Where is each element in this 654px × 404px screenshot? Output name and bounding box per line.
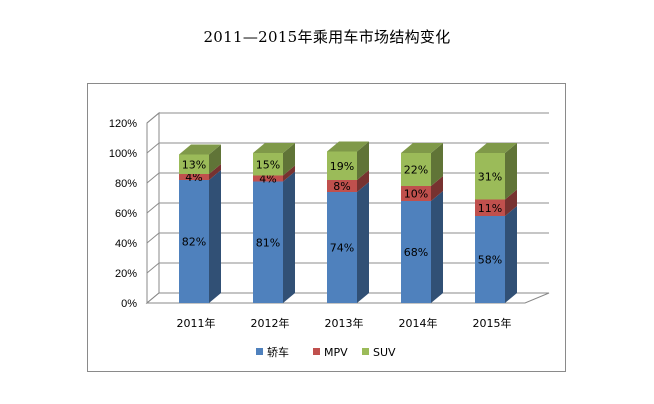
y-tick-label: 80% — [115, 178, 137, 190]
bar-side — [357, 170, 369, 192]
data-label: 58% — [478, 254, 502, 267]
legend-swatch — [256, 348, 263, 355]
bar-side — [505, 206, 517, 303]
data-label: 11% — [478, 202, 502, 215]
bar-segment — [327, 151, 357, 180]
bar-side — [357, 141, 369, 180]
x-tick-label: 2015年 — [473, 316, 512, 330]
bar-side — [357, 182, 369, 303]
legend-label: MPV — [324, 346, 348, 359]
x-tick-label: 2011年 — [177, 316, 216, 330]
bar-top — [401, 143, 443, 153]
bar-segment — [401, 153, 431, 186]
bar-side — [505, 189, 517, 216]
bar-segment — [179, 154, 209, 174]
data-label: 82% — [182, 236, 206, 249]
bar-segment — [253, 153, 283, 176]
bar-segment — [475, 216, 505, 303]
bar-segment — [327, 192, 357, 303]
bar-top — [327, 141, 369, 152]
bar-side — [283, 143, 295, 176]
bar-segment — [179, 180, 209, 303]
legend-swatch — [362, 348, 369, 355]
bar-segment — [475, 153, 505, 200]
bar-side — [283, 171, 295, 303]
data-label: 13% — [182, 158, 206, 171]
data-label: 68% — [404, 246, 428, 259]
bar-segment — [253, 175, 283, 182]
bar-segment — [179, 174, 209, 180]
y-tick-label: 60% — [115, 208, 137, 220]
legend-swatch — [313, 348, 320, 355]
gridline — [146, 112, 549, 124]
legend-label: SUV — [373, 346, 396, 359]
data-label: 8% — [333, 180, 350, 193]
bar-top — [475, 143, 517, 153]
y-tick-label: 120% — [109, 118, 137, 130]
y-tick-label: 40% — [115, 238, 137, 250]
bar-side — [431, 191, 443, 303]
bar-side — [283, 165, 295, 182]
data-label: 19% — [330, 160, 354, 173]
y-tick-label: 100% — [109, 148, 137, 160]
y-tick-label: 0% — [121, 298, 137, 310]
bar-side — [431, 176, 443, 201]
bar-segment — [401, 201, 431, 303]
data-label: 22% — [404, 164, 428, 177]
bar-segment — [327, 180, 357, 192]
chart-title: 2011—2015年乘用车市场结构变化 — [203, 28, 451, 46]
data-label: 74% — [330, 242, 354, 255]
x-tick-label: 2014年 — [399, 316, 438, 330]
bar-side — [209, 164, 221, 180]
data-label: 4% — [259, 173, 276, 186]
legend-label: 轿车 — [267, 345, 289, 359]
data-label: 4% — [185, 171, 202, 184]
x-tick-label: 2013年 — [325, 316, 364, 330]
chart-frame — [87, 83, 566, 372]
data-label: 31% — [478, 170, 502, 183]
bar-top — [179, 144, 221, 155]
bar-segment — [475, 199, 505, 216]
y-tick-label: 20% — [115, 268, 137, 280]
x-tick-label: 2012年 — [251, 316, 290, 330]
data-label: 10% — [404, 188, 428, 201]
data-label: 15% — [256, 158, 280, 171]
bar-side — [209, 144, 221, 174]
data-label: 81% — [256, 236, 280, 249]
bar-top — [253, 143, 295, 153]
bar-side — [209, 170, 221, 303]
bar-side — [431, 143, 443, 186]
bar-side — [505, 143, 517, 200]
bar-segment — [253, 181, 283, 303]
bar-segment — [401, 186, 431, 201]
